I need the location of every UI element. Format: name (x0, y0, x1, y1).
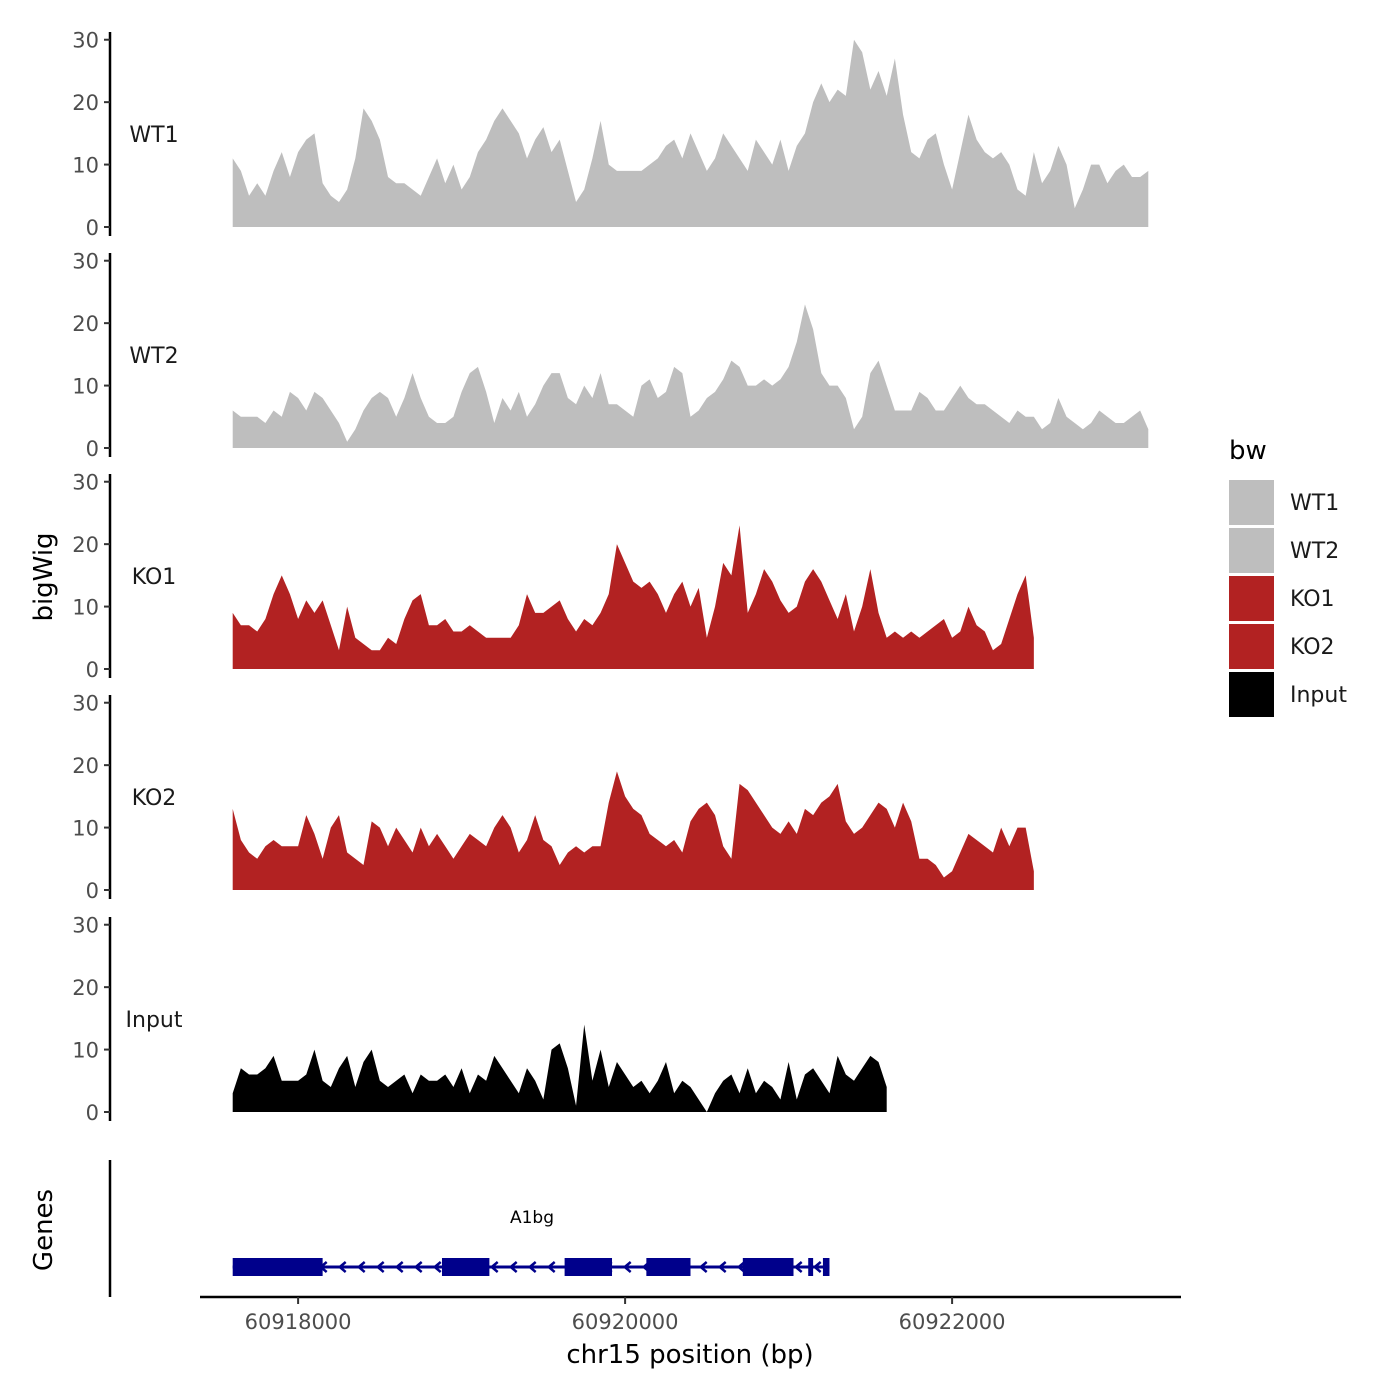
legend-title: bw (1229, 436, 1267, 466)
strand-arrow (527, 1261, 537, 1273)
gene-exon (646, 1258, 691, 1276)
x-tick-label: 60918000 (245, 1310, 352, 1334)
y-tick-label: 0 (86, 216, 99, 240)
legend-label: KO2 (1290, 635, 1335, 660)
legend-label: KO1 (1290, 587, 1335, 612)
track-panel-wt1: 0 10 20 30 WT1 (72, 29, 1149, 240)
legend-item-ko1: KO1 (1229, 576, 1335, 621)
strand-arrow (508, 1261, 518, 1273)
track-panel-ko2: 0 10 20 30 KO2 (72, 692, 1034, 903)
track-label: Input (126, 1008, 183, 1033)
gene-exon (232, 1258, 323, 1276)
coverage-area-ko1 (232, 525, 1034, 669)
y-tick-label: 10 (72, 1039, 99, 1063)
strand-arrow (394, 1261, 404, 1273)
strand-arrow (812, 1261, 822, 1273)
track-panel-ko1: 0 10 20 30 KO1 (72, 471, 1034, 682)
legend-swatch (1229, 672, 1274, 717)
y-tick-label: 10 (72, 817, 99, 841)
track-panel-input: 0 10 20 30 Input (72, 914, 887, 1125)
legend-label: WT2 (1290, 539, 1339, 564)
strand-arrow (375, 1261, 385, 1273)
legend-swatch (1229, 576, 1274, 621)
y-tick-label: 20 (72, 976, 99, 1000)
x-tick-label: 60922000 (899, 1310, 1006, 1334)
gene-exon (742, 1258, 794, 1276)
strand-arrow (337, 1261, 347, 1273)
track-panels: 0 10 20 30 WT1 0 10 20 30 WT2 0 10 20 30 KO1 0 10 20 30 KO2… (72, 29, 1149, 1125)
track-label: KO2 (132, 786, 177, 811)
coverage-area-wt1 (232, 39, 1149, 228)
genes-axis-title: Genes (29, 1189, 59, 1271)
gene-exon (564, 1258, 613, 1276)
track-label: WT2 (129, 344, 178, 369)
gene-exon (808, 1258, 814, 1276)
strand-arrow (356, 1261, 366, 1273)
legend-item-wt1: WT1 (1229, 480, 1339, 525)
legend-swatch (1229, 528, 1274, 573)
y-tick-label: 0 (86, 1101, 99, 1125)
strand-arrow (622, 1261, 632, 1273)
x-axis: 60918000 60920000 60922000 (200, 1295, 1181, 1334)
y-tick-label: 0 (86, 437, 99, 461)
y-tick-label: 10 (72, 375, 99, 399)
x-axis-title: chr15 position (bp) (566, 1340, 813, 1370)
legend-item-wt2: WT2 (1229, 528, 1339, 573)
legend-label: WT1 (1290, 491, 1339, 516)
y-tick-label: 30 (72, 914, 99, 938)
legend-swatch (1229, 624, 1274, 669)
y-tick-label: 20 (72, 91, 99, 115)
gene-exon (822, 1258, 830, 1276)
y-tick-label: 20 (72, 533, 99, 557)
y-tick-label: 0 (86, 879, 99, 903)
y-tick-label: 20 (72, 754, 99, 778)
y-axis-title: bigWig (29, 532, 59, 621)
coverage-area-ko2 (232, 771, 1034, 890)
x-tick-label: 60920000 (572, 1310, 679, 1334)
strand-arrow (546, 1261, 556, 1273)
gene-label: A1bg (510, 1208, 554, 1228)
strand-arrow (698, 1261, 708, 1273)
y-tick-label: 30 (72, 29, 99, 53)
y-tick-label: 10 (72, 154, 99, 178)
genes-panel: A1bg (108, 1160, 830, 1297)
y-tick-label: 30 (72, 692, 99, 716)
track-label: KO1 (132, 565, 177, 590)
legend-label: Input (1290, 683, 1347, 708)
strand-arrow (413, 1261, 423, 1273)
y-tick-label: 20 (72, 312, 99, 336)
strand-arrow (432, 1261, 442, 1273)
coverage-area-wt2 (232, 304, 1149, 448)
legend-swatch (1229, 480, 1274, 525)
y-tick-label: 30 (72, 471, 99, 495)
track-panel-wt2: 0 10 20 30 WT2 (72, 250, 1149, 461)
strand-arrow (736, 1261, 746, 1273)
legend: WT1 WT2 KO1 KO2 Input (1229, 480, 1347, 717)
y-tick-label: 0 (86, 658, 99, 682)
legend-item-input: Input (1229, 672, 1347, 717)
strand-arrow (489, 1261, 499, 1273)
strand-arrow (717, 1261, 727, 1273)
coverage-area-input (232, 1024, 887, 1112)
y-tick-label: 30 (72, 250, 99, 274)
strand-arrow (793, 1261, 803, 1273)
legend-item-ko2: KO2 (1229, 624, 1335, 669)
track-label: WT1 (129, 123, 178, 148)
gene-exon (441, 1258, 490, 1276)
y-tick-label: 10 (72, 596, 99, 620)
